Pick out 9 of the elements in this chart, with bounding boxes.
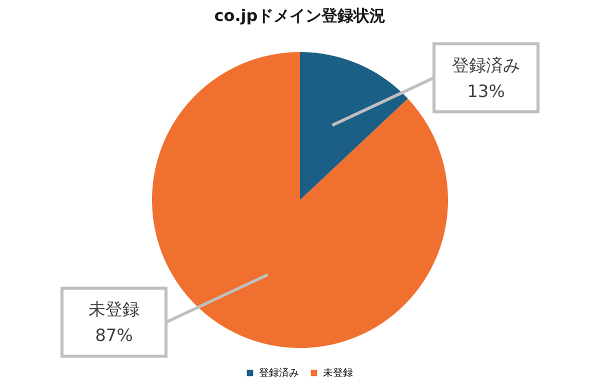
chart-title: co.jpドメイン登録状況: [214, 6, 386, 25]
data-label: 87%: [95, 326, 133, 346]
data-label: 13%: [467, 82, 505, 102]
pie-slice: [300, 52, 408, 200]
slice-label: 未登録: [88, 300, 140, 320]
legend-label: 登録済み: [259, 367, 299, 379]
legend-label: 未登録: [323, 367, 353, 379]
pie-slice: [152, 52, 448, 348]
slice-label: 登録済み: [452, 56, 520, 76]
